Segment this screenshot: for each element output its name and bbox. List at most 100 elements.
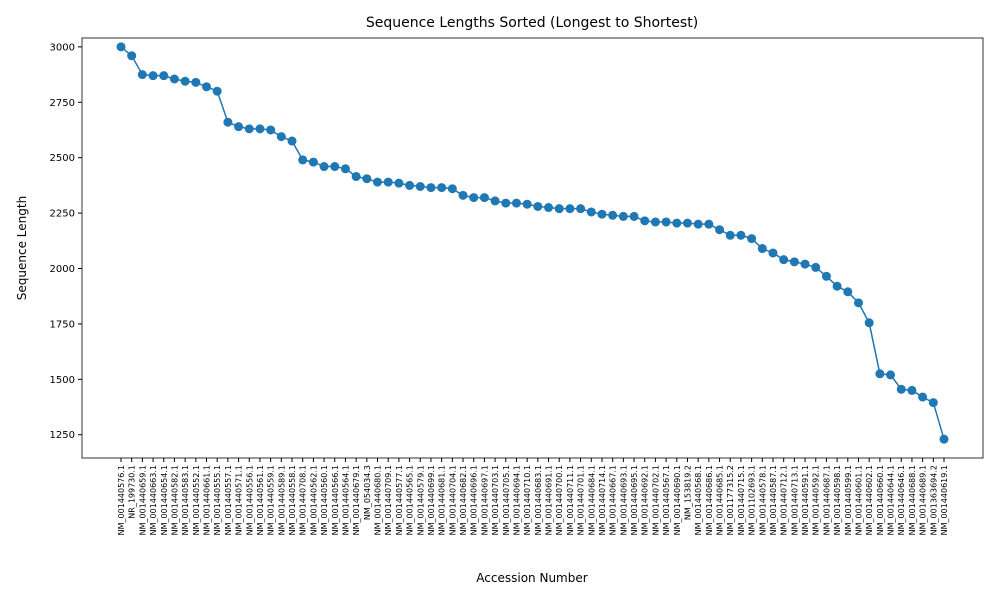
data-point: [116, 42, 126, 52]
y-tick-label: 1250: [50, 430, 75, 441]
data-point: [266, 125, 276, 135]
x-tick-label: NM_001440704.1: [448, 465, 457, 535]
data-point: [405, 180, 415, 190]
x-tick-label: NM_001440689.1: [919, 465, 928, 535]
data-point: [533, 201, 543, 211]
x-tick-label: NM_001440555.1: [213, 465, 222, 535]
x-tick-label: NM_001440694.1: [512, 465, 521, 535]
x-tick-label: NM_001440691.1: [545, 465, 554, 535]
x-tick-label: NM_001440587.1: [769, 465, 778, 535]
x-axis-label: Accession Number: [476, 571, 587, 585]
x-tick-label: NM_001440556.1: [245, 465, 254, 535]
x-tick-label: NM_001440591.1: [801, 465, 810, 535]
data-point: [522, 199, 532, 209]
x-tick-label: NM_001440578.1: [758, 465, 767, 535]
plot-frame: [81, 37, 984, 459]
x-tick-label: NM_001440568.1: [694, 465, 703, 535]
data-point: [394, 178, 404, 188]
x-tick-label: NM_001440715.1: [737, 465, 746, 535]
x-tick-label: NM_001440714.1: [598, 465, 607, 535]
x-tick-label: NM_001440699.1: [427, 465, 436, 535]
data-point: [362, 174, 372, 184]
data-point: [340, 164, 350, 174]
data-point: [479, 193, 489, 203]
x-tick-label: NM_001363694.2: [929, 465, 938, 535]
x-tick-label: NM_001440559.1: [267, 465, 276, 535]
x-tick-label: NM_001440681.1: [438, 465, 447, 535]
data-point: [319, 162, 329, 172]
data-point: [191, 77, 201, 87]
data-point: [800, 259, 810, 269]
data-point: [255, 124, 265, 134]
data-point: [682, 218, 692, 228]
x-tick-label: NM_001440560.1: [320, 465, 329, 535]
x-tick-label: NM_001440683.1: [534, 465, 543, 535]
x-tick-label: NM_001440661.1: [203, 465, 212, 535]
x-tick-label: NM_001440557.1: [224, 465, 233, 535]
data-point: [597, 209, 607, 219]
x-tick-label: NM_001440687.1: [822, 465, 831, 535]
data-point: [586, 207, 596, 217]
x-tick-label: NM_001440644.1: [887, 465, 896, 535]
x-tick-label: NM_001440602.1: [865, 465, 874, 535]
data-point: [693, 219, 703, 229]
data-point: [736, 230, 746, 240]
data-point: [490, 196, 500, 206]
x-tick-label: NM_001440654.1: [160, 465, 169, 535]
x-tick-label: NM_001440601.1: [854, 465, 863, 535]
x-tick-label: NM_001440667.1: [609, 465, 618, 535]
x-tick-label: NM_001440688.1: [908, 465, 917, 535]
x-tick-label: NM_001440690.1: [673, 465, 682, 535]
x-tick-label: NM_001440663.1: [149, 465, 158, 535]
series-line: [120, 46, 945, 440]
data-point: [373, 177, 383, 187]
x-tick-label: NM_001440705.1: [502, 465, 511, 535]
x-tick-label: NM_001440646.1: [897, 465, 906, 535]
y-tick-label: 2500: [50, 153, 75, 164]
x-tick-label: NM_001440592.1: [812, 465, 821, 535]
x-tick-label: NM_001177315.2: [726, 465, 735, 535]
x-tick-label: NM_001440692.1: [641, 465, 650, 535]
x-tick-label: NM_001102693.1: [748, 465, 757, 535]
x-tick-label: NM_001440576.1: [117, 465, 126, 535]
data-point: [234, 122, 244, 132]
data-point: [544, 203, 554, 213]
x-tick-label: NM_001440686.1: [705, 465, 714, 535]
data-point: [298, 155, 308, 165]
data-point: [426, 183, 436, 193]
data-point: [853, 298, 863, 308]
x-tick-label: NM_001440685.1: [716, 465, 725, 535]
x-tick-label: NM_001440599.1: [844, 465, 853, 535]
data-point: [511, 198, 521, 208]
x-tick-label: NM_001440679.1: [352, 465, 361, 535]
data-point: [618, 211, 628, 221]
data-point: [875, 369, 885, 379]
x-tick-label: NM_001440712.1: [780, 465, 789, 535]
data-point: [789, 257, 799, 267]
data-point: [159, 71, 169, 81]
x-tick-label: NM_001440703.1: [491, 465, 500, 535]
data-point: [747, 234, 757, 244]
data-point: [715, 225, 725, 235]
data-point: [661, 217, 671, 227]
x-tick-label: NM_001440702.1: [651, 465, 660, 535]
data-point: [768, 248, 778, 258]
data-point: [169, 74, 179, 84]
x-tick-label: NM_001440697.1: [480, 465, 489, 535]
data-point: [864, 318, 874, 328]
x-tick-label: NM_001440682.1: [459, 465, 468, 535]
y-tick-label: 2000: [50, 264, 75, 275]
data-point: [650, 217, 660, 227]
y-tick-label: 2750: [50, 98, 75, 109]
x-tick-label: NM_001440684.1: [587, 465, 596, 535]
data-point: [148, 71, 158, 81]
data-point: [629, 211, 639, 221]
chart-title: Sequence Lengths Sorted (Longest to Shor…: [366, 15, 698, 31]
data-point: [939, 434, 949, 444]
data-point: [501, 198, 511, 208]
x-tick-label: NM_001440660.1: [876, 465, 885, 535]
x-tick-label: NM_001440567.1: [662, 465, 671, 535]
data-point: [608, 210, 618, 220]
data-point: [351, 172, 361, 182]
